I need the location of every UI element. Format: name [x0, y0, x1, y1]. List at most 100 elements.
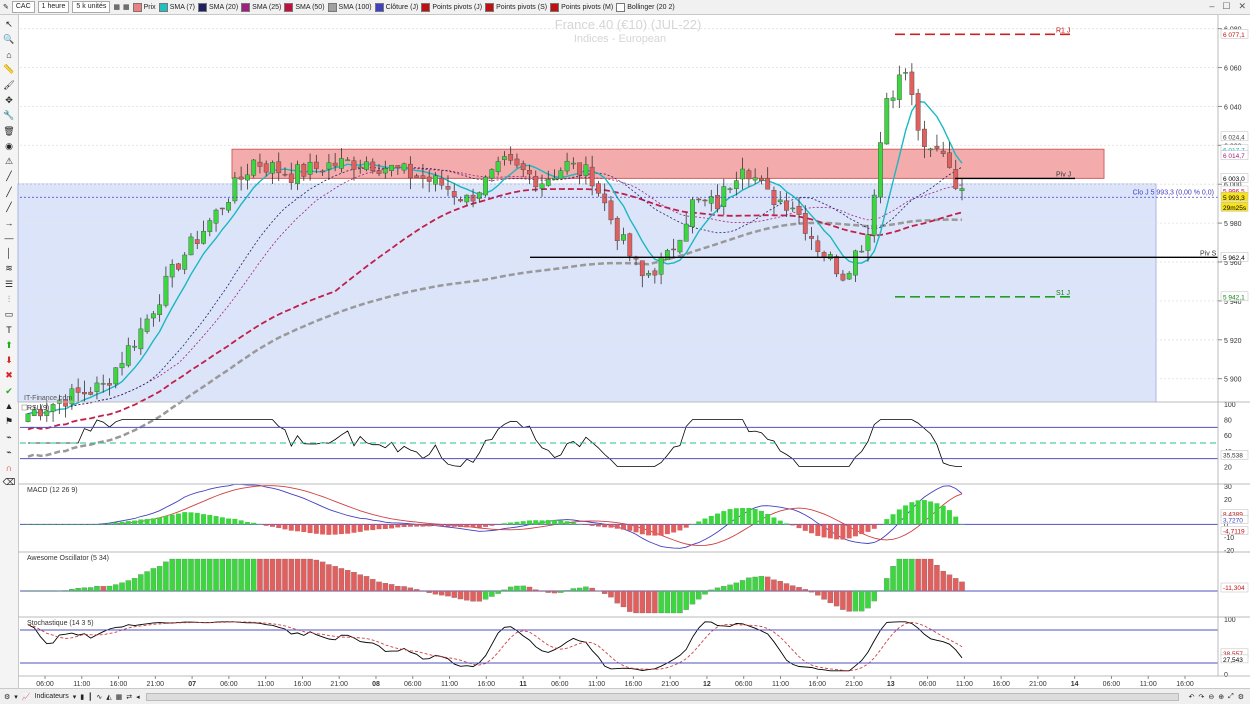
indicator-toggle[interactable]: SMA (50): [284, 1, 325, 13]
macd-histogram-bar: [276, 524, 282, 529]
fibonacci-fan-icon[interactable]: ⫶: [7, 293, 11, 304]
bar-type-icon[interactable]: ┃: [88, 693, 93, 701]
indicator-label: Points pivots (J): [432, 3, 483, 11]
chevron-down-icon[interactable]: ▾: [72, 693, 77, 701]
indicator-toggle[interactable]: Points pivots (S): [485, 1, 547, 13]
grid-icon[interactable]: ▦: [115, 693, 123, 701]
macd-histogram-bar: [508, 522, 514, 525]
trend-line-icon[interactable]: ╱: [6, 171, 12, 182]
indicator-toolbar-icon[interactable]: ▦: [123, 4, 130, 11]
chart-icon[interactable]: 📈: [21, 693, 31, 701]
instrument-select[interactable]: CAC: [11, 1, 35, 13]
candle-down: [313, 161, 319, 169]
arrow-up-icon[interactable]: ⬆: [5, 339, 13, 350]
channel-icon[interactable]: ≋: [5, 263, 13, 274]
cursor-icon[interactable]: ↖: [5, 18, 13, 29]
line-type-icon[interactable]: ∿: [96, 693, 103, 701]
compare-icon[interactable]: ⇄: [126, 693, 133, 701]
candle-down: [376, 170, 382, 174]
trend-line-icon[interactable]: ╱: [6, 186, 12, 197]
eraser-icon[interactable]: ⌫: [2, 477, 16, 488]
indicator-color-swatch: [374, 2, 384, 12]
scroll-left-icon[interactable]: ◂: [136, 693, 140, 701]
indicator-toggle[interactable]: SMA (7): [158, 1, 195, 13]
zoom-icon[interactable]: 🔍: [3, 33, 15, 44]
ao-bar-up: [514, 585, 520, 592]
indicator-toggle[interactable]: SMA (100): [327, 1, 372, 13]
time-axis-label: 08: [372, 681, 380, 688]
indicator-color-swatch: [241, 2, 251, 12]
indicator-toggle[interactable]: Points pivots (J): [421, 1, 482, 13]
fit-icon[interactable]: ⤢: [1228, 692, 1234, 700]
candle-up: [878, 142, 883, 198]
trend-line-icon[interactable]: ╱: [6, 202, 12, 213]
wrench-icon[interactable]: 🔧: [3, 110, 15, 121]
macd-histogram-bar: [458, 524, 464, 527]
alert-icon[interactable]: ⚠: [4, 156, 14, 167]
ao-bar-down: [338, 568, 345, 592]
sma7-line: [27, 100, 963, 415]
horizontal-scrollbar[interactable]: [145, 692, 1179, 701]
indicator-toolbar-icon[interactable]: ▦: [113, 4, 120, 11]
ao-bar-down: [915, 558, 921, 592]
indicators-button[interactable]: Indicateurs: [34, 693, 69, 700]
draw-tool-icon[interactable]: ✎: [3, 4, 9, 11]
rectangle-icon[interactable]: ▭: [4, 309, 14, 320]
trash-icon[interactable]: 🗑: [3, 125, 15, 136]
candle-up: [125, 345, 131, 366]
indicator-toggle[interactable]: Clôture (J): [374, 1, 418, 13]
units-select[interactable]: 5 k unités: [72, 1, 111, 13]
ruler-icon[interactable]: 📏: [3, 64, 15, 75]
ao-bar-down: [307, 558, 313, 592]
settings-icon[interactable]: ⚙: [1237, 693, 1244, 701]
timeframe-select[interactable]: 1 heure: [37, 1, 70, 13]
candle-up: [270, 162, 275, 174]
home-icon[interactable]: ⌂: [6, 49, 12, 60]
candle-type-icon[interactable]: ▮: [80, 693, 85, 701]
macd-histogram-bar: [169, 514, 175, 525]
macd-histogram-bar: [934, 503, 940, 525]
price-tag-label: 5 962,4: [1223, 255, 1245, 262]
pattern-icon[interactable]: ⌁: [6, 431, 12, 442]
maximize-icon[interactable]: ☐: [1222, 1, 1231, 11]
chevron-down-icon[interactable]: ▾: [14, 693, 18, 701]
watermark-title: France 40 (€10) (JUL-22): [555, 17, 702, 32]
undo-icon[interactable]: ↶: [1188, 693, 1195, 701]
zoom-out-icon[interactable]: ⊖: [1208, 693, 1215, 701]
candle-down: [176, 263, 181, 270]
indicator-toggle[interactable]: SMA (20): [197, 1, 238, 13]
indicator-toggle[interactable]: Points pivots (M): [550, 1, 613, 13]
text-icon[interactable]: T: [6, 324, 12, 335]
arrow-down-icon[interactable]: ⬇: [5, 355, 13, 366]
candle-up: [119, 363, 125, 369]
brush-icon[interactable]: 🖌: [3, 79, 15, 90]
candle-down: [420, 175, 426, 179]
fibonacci-icon[interactable]: ☰: [4, 278, 14, 289]
redo-icon[interactable]: ↷: [1198, 693, 1205, 701]
candle-up: [564, 160, 570, 172]
flag-icon[interactable]: ⚑: [4, 416, 14, 427]
close-icon[interactable]: ✕: [1238, 1, 1246, 11]
shape-icon[interactable]: ▲: [4, 401, 14, 412]
ao-bar-up: [696, 590, 702, 600]
zoom-in-icon[interactable]: ⊕: [1218, 693, 1225, 701]
indicator-toggle[interactable]: Prix: [132, 1, 156, 13]
pattern-icon[interactable]: ⌁: [6, 446, 12, 457]
settings-icon[interactable]: ⚙: [4, 693, 11, 701]
indicator-toggle[interactable]: SMA (25): [241, 1, 281, 13]
check-icon[interactable]: ✔: [5, 385, 13, 396]
macd-histogram-bar: [219, 517, 225, 525]
camera-icon[interactable]: ◉: [5, 140, 13, 151]
pan-icon[interactable]: ✥: [5, 94, 13, 105]
indicator-toggle[interactable]: Bollinger (20 2): [616, 1, 675, 13]
minimize-icon[interactable]: –: [1209, 1, 1215, 11]
area-type-icon[interactable]: ◭: [106, 693, 112, 701]
delete-icon[interactable]: ✖: [5, 370, 13, 381]
vertical-line-icon[interactable]: │: [6, 248, 12, 259]
ao-bar-up: [752, 576, 758, 592]
magnet-icon[interactable]: ∩: [5, 462, 13, 473]
ao-bar-up: [250, 558, 257, 592]
horizontal-line-icon[interactable]: —: [4, 233, 14, 244]
ray-icon[interactable]: →: [4, 217, 14, 228]
